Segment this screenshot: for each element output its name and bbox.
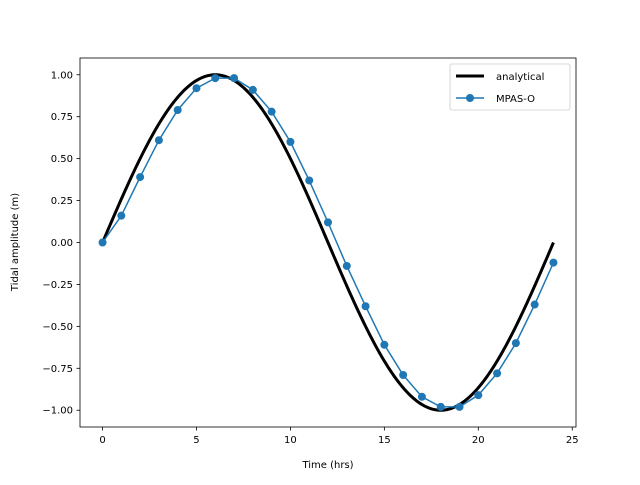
legend: analytical MPAS-O	[449, 63, 571, 111]
x-axis-label: Time (hrs)	[301, 460, 353, 471]
series-mpaso-point	[324, 218, 332, 227]
series-mpaso-point	[511, 339, 520, 348]
series-mpaso-point	[361, 302, 370, 311]
series-mpaso-point	[267, 107, 276, 116]
series-mpaso-point	[192, 84, 201, 93]
x-tick-label: 10	[284, 435, 297, 446]
series-mpaso-point	[286, 137, 295, 146]
series-mpaso-point	[230, 74, 239, 83]
series-mpaso-point	[154, 136, 163, 145]
x-tick-label: 25	[566, 435, 579, 446]
y-tick-label: 0.25	[51, 196, 73, 207]
series-mpaso-point	[399, 371, 408, 379]
y-tick-label: −0.75	[42, 364, 73, 375]
series-mpaso-point	[436, 402, 445, 411]
series-mpaso-point	[493, 369, 502, 378]
series-mpaso-point	[342, 261, 351, 270]
y-axis-label: Tidal amplitude (m)	[10, 193, 21, 292]
series-mpaso-point	[305, 176, 314, 185]
y-tick-label: −0.50	[42, 322, 73, 333]
series-mpaso-point	[530, 300, 539, 309]
y-tick-label: 0.50	[51, 154, 73, 165]
series-mpaso-point	[474, 391, 483, 400]
series-mpaso-point	[136, 173, 145, 182]
x-tick-label: 5	[193, 435, 199, 446]
plot-layer	[98, 73, 558, 412]
legend-analytical-label: analytical	[496, 72, 544, 83]
series-mpaso-point	[117, 211, 126, 220]
x-tick-label: 15	[378, 435, 391, 446]
legend-mpaso-label: MPAS-O	[496, 94, 535, 105]
series-mpaso-point	[549, 258, 558, 267]
y-tick-label: −1.00	[42, 406, 73, 417]
ticks-layer: 0 5 10 15 20 25 1.00 0.75 0.50 0.25 0.00 −0.25 −0.50…	[42, 70, 578, 446]
series-mpaso-point	[380, 340, 389, 349]
x-tick-label: 0	[99, 435, 105, 446]
legend-mpaso-marker	[466, 94, 474, 102]
series-mpaso-point	[248, 85, 257, 94]
series-mpaso-point	[417, 392, 426, 401]
y-tick-label: 1.00	[51, 70, 73, 81]
series-analytical-line	[101, 73, 555, 412]
series-mpaso-point	[98, 238, 107, 247]
y-tick-label: 0.75	[51, 112, 73, 123]
y-tick-label: 0.00	[51, 238, 73, 249]
series-mpaso-point	[173, 106, 182, 114]
series-mpaso-point	[455, 402, 464, 411]
series-mpaso-point	[211, 74, 220, 83]
x-tick-label: 20	[472, 435, 485, 446]
y-tick-label: −0.25	[42, 280, 73, 291]
